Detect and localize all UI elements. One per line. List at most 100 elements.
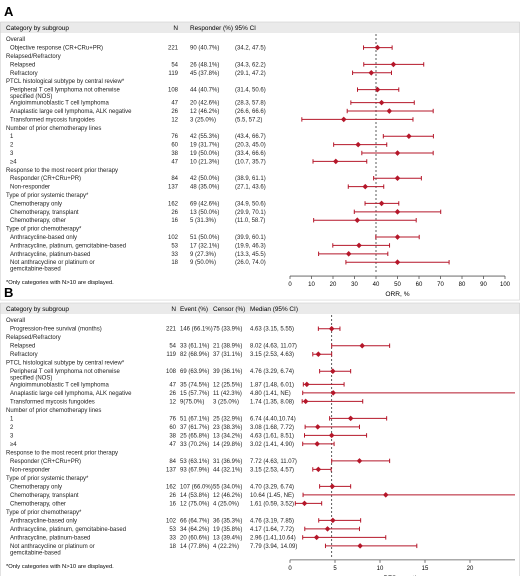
x-tick-label: 10 [377,566,384,572]
header-n: N [173,25,178,32]
row-label: Transformed mycosis fungoides [10,117,95,123]
row-label: Angioimmunoblastic T cell lymphoma [10,382,109,388]
cell-resp: 45 (37.8%) [190,71,219,77]
cell-resp: 90 (40.7%) [190,46,219,52]
panel-a: A Category by subgroup N Responder (%) 95% … [0,4,520,301]
row-label: Not anthracycline or platinum or [10,260,95,266]
cell-censor: 39 (36.1%) [213,369,242,375]
cell-censor: 19 (35.8%) [213,527,242,533]
x-tick-label: 20 [467,566,474,572]
cell-n: 12 [169,399,176,405]
cell-n: 60 [169,425,176,431]
footnote: *Only categories with N>10 are displayed… [6,564,114,570]
panel-b-content: Category by subgroup N Event (%) Censor (%)… [0,302,520,581]
cell-event: 66 (64.7%) [180,518,209,524]
cell-ci: 1.61 (0.59, 3.52) [250,501,294,507]
cell-n: 60 [171,143,178,149]
cell-event: 33 (70.2%) [180,442,209,448]
cell-censor: 12 (46.2%) [213,493,242,499]
estimate-marker [315,351,322,357]
cell-event: 12 (75.0%) [180,501,209,507]
header-band [0,303,520,314]
cell-ci: 7.79 (3.94, 14.09) [250,544,297,550]
row-label: Responder (CR+CRu+PR) [10,459,81,465]
row-label: Relapsed [10,344,35,350]
panel-b: B Category by subgroup N Event (%) Censor (… [0,285,520,581]
x-tick-label: 70 [437,282,444,288]
cell-n: 162 [168,201,179,207]
plot-area [286,315,519,558]
cell-event: 53 (63.1%) [180,459,209,465]
cell-resp: 42 (55.3%) [190,134,219,140]
row-label: 1 [10,416,14,422]
cell-ci: (31.4, 50.6) [235,88,266,94]
cell-event: 107 (66.0%) [180,484,213,490]
row-label: Angioimmunoblastic T cell lymphoma [10,101,109,107]
cell-ci: 1.87 (1.48, 6.01) [250,382,294,388]
cell-n: 26 [171,109,178,115]
cell-ci: (5.5, 57.2) [235,117,262,123]
cell-ci: 8.02 (4.63, 11.07) [250,344,297,350]
panel-a-label: A [4,4,14,19]
cell-censor: 31 (36.9%) [213,459,242,465]
cell-ci: (27.1, 43.6) [235,185,266,191]
cell-n: 16 [171,218,178,224]
cell-ci: 1.74 (1.35, 8.08) [250,399,294,405]
cell-ci: (29.9, 70.1) [235,210,266,216]
cell-n: 76 [169,416,176,422]
row-label: Responder (CR+CRu+PR) [10,176,81,182]
cell-ci: 4.63 (3.15, 5.55) [250,327,294,333]
header-band [0,22,520,33]
x-tick-label: 100 [500,282,511,288]
panel-a-content: Category by subgroup N Responder (%) 95% CI… [0,21,520,301]
x-tick-label: 30 [351,282,358,288]
cell-resp: 69 (42.6%) [190,201,219,207]
cell-n: 38 [169,433,176,439]
cell-censor: 25 (32.9%) [213,416,242,422]
cell-ci: (20.3, 45.0) [235,143,266,149]
row-label: Anthracycline, platinum, gemcitabine-bas… [10,527,126,533]
row-label-cont: specified (NOS) [10,94,52,100]
estimate-marker [301,500,308,507]
x-tick-label: 5 [333,566,337,572]
cell-resp: 13 (50.0%) [190,210,219,216]
estimate-marker [328,325,335,332]
group-label: Overall [6,37,25,43]
cell-event: 15 (57.7%) [180,391,209,397]
cell-censor: 75 (33.9%) [213,327,242,333]
row-label: Chemotherapy, other [10,501,66,507]
cell-censor: 37 (31.1%) [213,352,242,358]
row-label: Anaplastic large cell lymphoma, ALK nega… [10,109,132,115]
x-tick-label: 40 [373,282,380,288]
cell-n: 26 [171,210,178,216]
cell-n: 54 [169,344,176,350]
x-tick-label: 0 [288,566,292,572]
cell-ci: (19.9, 46.3) [235,243,266,249]
cell-censor: 3 (25.0%) [213,399,239,405]
estimate-marker [313,534,320,541]
cell-resp: 26 (48.1%) [190,62,219,68]
row-label: Non-responder [10,185,50,191]
x-tick-label: 80 [459,282,466,288]
row-label: Peripheral T cell lymphoma not otherwise [10,369,120,375]
estimate-marker [390,61,397,68]
cell-resp: 20 (42.6%) [190,101,219,107]
estimate-marker [304,381,310,388]
cell-n: 33 [171,252,178,258]
cell-resp: 3 (25.0%) [190,117,216,123]
group-label: Relapsed/Refractory [6,54,61,60]
cell-n: 54 [171,62,178,68]
estimate-marker [347,415,354,422]
cell-event: 93 (67.9%) [180,467,209,473]
cell-ci: (34.2, 47.5) [235,46,266,52]
cell-ci: (11.0, 58.7) [235,218,265,224]
row-label: Chemotherapy only [10,201,62,207]
row-label: Progression-free survival (months) [10,327,102,333]
cell-resp: 42 (50.0%) [190,176,219,182]
cell-resp: 17 (32.1%) [190,243,219,249]
row-label: Transformed mycosis fungoides [10,399,95,405]
estimate-marker [368,70,375,76]
estimate-marker [378,200,385,207]
cell-n: 53 [169,527,176,533]
cell-n: 102 [168,235,179,241]
